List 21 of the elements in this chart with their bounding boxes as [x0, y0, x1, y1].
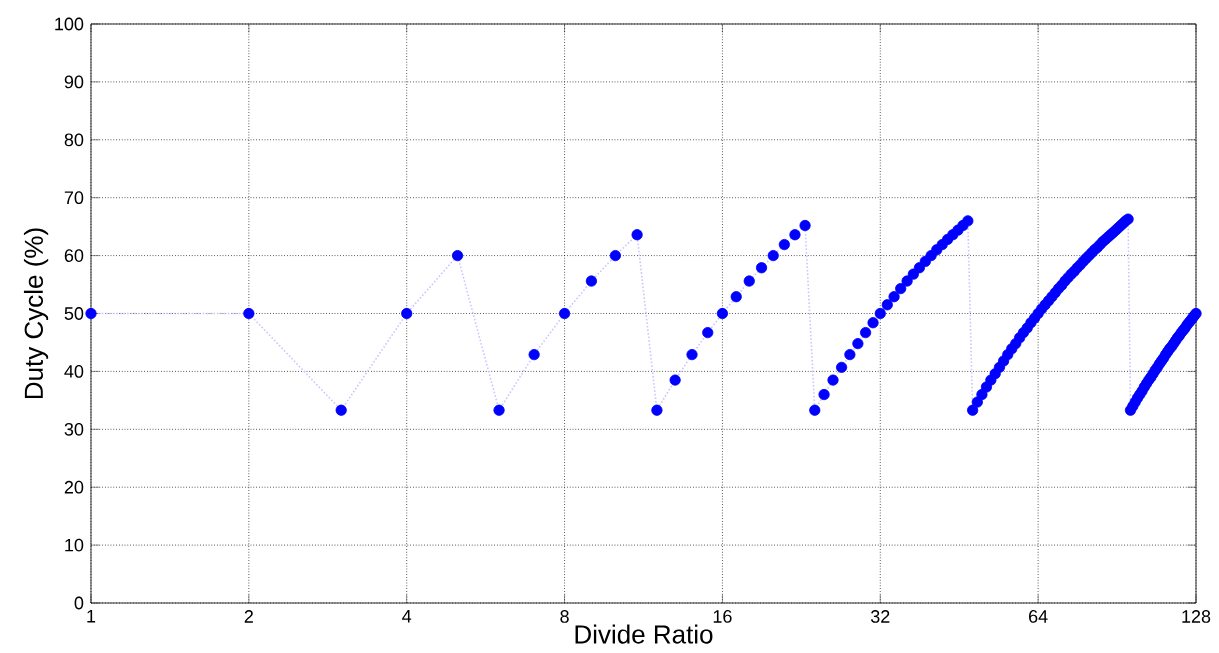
y-tick-label: 80 — [64, 133, 84, 147]
y-tick-label: 0 — [74, 596, 84, 610]
y-tick-label: 50 — [64, 307, 84, 320]
x-tick-label: 32 — [870, 610, 890, 623]
y-tick-label: 60 — [64, 249, 84, 262]
x-tick-label: 4 — [402, 610, 412, 623]
x-axis-title: Divide Ratio — [575, 624, 713, 644]
x-tick-label: 2 — [244, 610, 253, 623]
y-tick-label: 100 — [55, 17, 84, 31]
y-tick-label: 70 — [64, 191, 84, 205]
y-tick-label: 30 — [64, 422, 84, 436]
x-tick-label: 64 — [1029, 610, 1048, 623]
x-tick-label: 1 — [87, 610, 96, 623]
y-tick-label: 20 — [64, 480, 84, 494]
x-tick-label: 16 — [713, 610, 732, 623]
y-tick-label: 10 — [65, 538, 84, 552]
y-tick-label: 40 — [64, 365, 84, 378]
x-tick-label: 8 — [560, 610, 569, 623]
y-axis-title: Duty Cycle (%) — [23, 228, 49, 399]
x-tick-label: 128 — [1182, 610, 1211, 623]
y-tick-label: 90 — [64, 75, 84, 89]
